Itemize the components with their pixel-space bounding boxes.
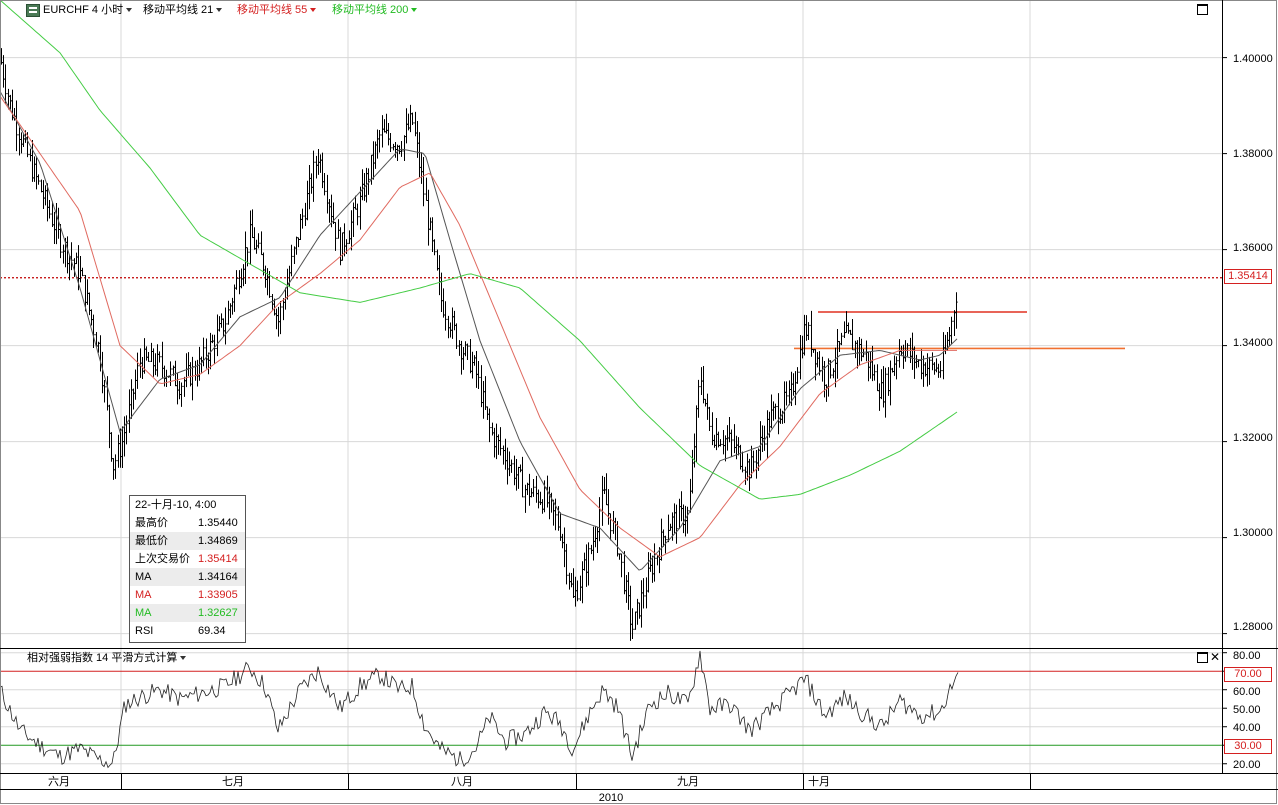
ma-21-selector[interactable]: 移动平均线 21 — [143, 2, 223, 18]
ma-line — [0, 0, 958, 500]
ma-200-selector[interactable]: 移动平均线 200 — [332, 2, 418, 18]
month-label: 十月 — [808, 776, 830, 788]
rsi-panel-bg — [0, 649, 1222, 773]
rsi-30-badge: 30.00 — [1224, 739, 1272, 754]
chevron-down-icon — [411, 8, 418, 13]
price-tick: 1.34000 — [1233, 337, 1273, 349]
rsi-tick: 50.00 — [1233, 704, 1261, 716]
rsi-tick: 20.00 — [1233, 759, 1261, 771]
price-tick: 1.38000 — [1233, 148, 1273, 160]
info-ma-55: MA 1.33905 — [135, 589, 238, 601]
month-label: 九月 — [677, 776, 699, 788]
last-price-badge: 1.35414 — [1224, 269, 1272, 284]
info-high: 最高价 1.35440 — [135, 517, 238, 529]
info-low: 最低价 1.34869 — [130, 532, 245, 550]
ma-21-label: 移动平均线 21 — [143, 4, 214, 16]
rsi-line — [0, 650, 959, 769]
rsi-tick: 40.00 — [1233, 722, 1261, 734]
price-tick: 1.28000 — [1233, 621, 1273, 633]
chevron-down-icon — [216, 8, 223, 13]
rsi-plot — [0, 650, 1222, 769]
moving-averages — [0, 0, 958, 571]
year-label: 2010 — [598, 792, 624, 804]
timeframe-label: 4 小时 — [91, 4, 124, 16]
horizontal-lines — [0, 277, 1222, 350]
grid — [0, 0, 1222, 773]
info-ma-21: MA 1.34164 — [130, 568, 245, 586]
chevron-down-icon — [180, 656, 187, 661]
price-bars — [0, 48, 958, 641]
month-label: 七月 — [222, 776, 244, 788]
symbol-icon[interactable] — [26, 4, 40, 17]
maximize-icon[interactable] — [1197, 652, 1208, 663]
month-label: 六月 — [48, 776, 70, 788]
rsi-tick: 60.00 — [1233, 686, 1261, 698]
rsi-selector[interactable]: 相对强弱指数 14 平滑方式计算 — [27, 650, 187, 666]
info-rsi: RSI 69.34 — [135, 625, 226, 637]
close-icon[interactable]: ✕ — [1210, 650, 1221, 664]
data-window-title: 22-十月-10, 4:00 — [135, 499, 217, 511]
price-tick: 1.30000 — [1233, 527, 1273, 539]
maximize-icon[interactable] — [1197, 4, 1208, 15]
price-tick: 1.32000 — [1233, 432, 1273, 444]
ma-line — [0, 90, 958, 571]
info-last: 上次交易价 1.35414 — [135, 553, 238, 565]
month-label: 八月 — [451, 776, 473, 788]
chevron-down-icon — [126, 8, 133, 13]
rsi-title: 相对强弱指数 14 平滑方式计算 — [27, 652, 178, 664]
price-tick: 1.40000 — [1233, 53, 1273, 65]
data-window: 22-十月-10, 4:00 最高价 1.35440 最低价 1.34869 上次交… — [129, 495, 246, 643]
symbol-label: EURCHF — [43, 4, 89, 16]
rsi-70-badge: 70.00 — [1224, 667, 1272, 682]
chevron-down-icon — [310, 8, 317, 13]
ma-200-label: 移动平均线 200 — [332, 4, 409, 16]
symbol-selector[interactable]: EURCHF 4 小时 — [43, 2, 133, 18]
price-tick: 1.36000 — [1233, 242, 1273, 254]
ma-55-selector[interactable]: 移动平均线 55 — [237, 2, 317, 18]
ma-line — [0, 95, 957, 558]
rsi-tick: 80.00 — [1233, 650, 1261, 662]
ma-55-label: 移动平均线 55 — [237, 4, 308, 16]
info-ma-200: MA 1.32627 — [130, 604, 245, 622]
